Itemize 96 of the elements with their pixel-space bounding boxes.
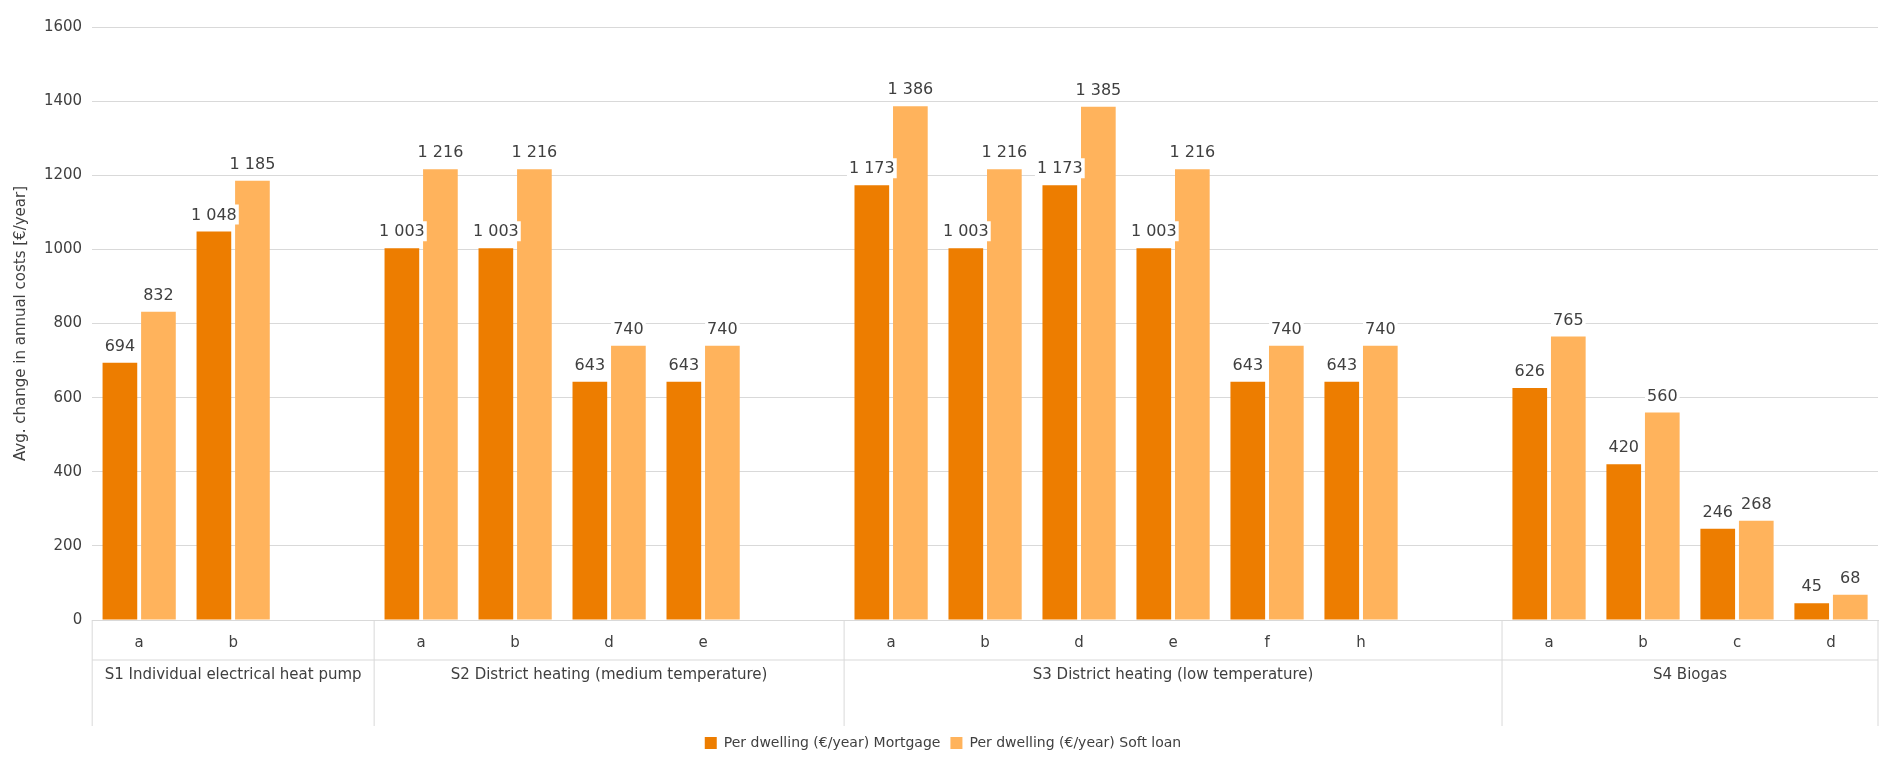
data-label: 765 <box>1553 309 1584 329</box>
bar <box>1042 185 1078 620</box>
bar <box>854 185 890 620</box>
x-tick-label: h <box>1356 632 1366 651</box>
x-tick-label: d <box>604 632 614 651</box>
legend-label: Per dwelling (€/year) Soft loan <box>969 733 1182 750</box>
data-label: 643 <box>668 354 700 374</box>
bar <box>1606 464 1642 620</box>
text: S3 District heating (low temperature) <box>1032 665 1314 684</box>
bar <box>1230 381 1266 620</box>
y-tick-label: 400 <box>53 461 83 480</box>
data-label: 1 385 <box>1075 79 1122 99</box>
x-tick-label: f <box>1264 632 1271 651</box>
y-tick-label: 1000 <box>43 239 83 258</box>
data-label: 832 <box>143 284 174 304</box>
data-label: 740 <box>1271 318 1302 338</box>
data-label: 1 216 <box>511 142 558 162</box>
data-label: 246 <box>1702 501 1734 521</box>
y-tick-label: 600 <box>53 387 83 406</box>
bar <box>987 169 1022 620</box>
bar <box>1324 381 1360 620</box>
y-tick-label: 1600 <box>43 16 83 35</box>
data-label: 1 003 <box>378 221 425 241</box>
data-label: 560 <box>1647 385 1678 405</box>
text: S2 District heating (medium temperature) <box>450 665 768 684</box>
y-tick-label: 200 <box>53 535 83 554</box>
data-label: 1 048 <box>190 204 237 224</box>
x-tick-label: b <box>228 632 238 651</box>
data-label: 1 003 <box>472 221 519 241</box>
x-tick-label: e <box>1168 632 1178 651</box>
data-label: 694 <box>104 335 136 355</box>
legend-label: Per dwelling (€/year) Mortgage <box>723 733 941 750</box>
bar <box>1738 520 1774 620</box>
data-label: 1 003 <box>1130 221 1177 241</box>
data-label: 1 185 <box>229 153 276 173</box>
bar <box>1136 248 1172 620</box>
x-tick-label: e <box>698 632 708 651</box>
x-tick-label: b <box>1638 632 1648 651</box>
y-axis-title: Avg. change in annual costs [€/year] <box>10 185 29 462</box>
bar <box>1794 603 1830 620</box>
bar <box>423 169 458 620</box>
x-tick-label: b <box>980 632 990 651</box>
bar <box>1174 169 1210 620</box>
x-tick-label: d <box>1826 632 1836 651</box>
data-label: 740 <box>1365 318 1396 338</box>
bar <box>893 106 928 620</box>
bar <box>1512 387 1548 620</box>
data-label: 740 <box>613 318 644 338</box>
text: S1 Individual electrical heat pump <box>104 665 362 684</box>
x-tick-label: a <box>134 632 144 651</box>
data-label: 1 216 <box>1169 142 1216 162</box>
data-label: 643 <box>1232 354 1264 374</box>
bar <box>1644 412 1680 620</box>
text: S4 Biogas <box>1653 665 1728 684</box>
bar <box>102 362 138 620</box>
x-tick-label: a <box>1544 632 1554 651</box>
bar <box>705 345 740 620</box>
y-tick-label: 1400 <box>43 91 83 110</box>
data-label: 420 <box>1608 437 1640 457</box>
bar <box>666 381 702 620</box>
bar <box>384 248 420 620</box>
bar <box>948 248 984 620</box>
x-tick-label: a <box>886 632 896 651</box>
bar <box>611 345 646 620</box>
data-label: 68 <box>1840 567 1861 587</box>
data-label: 1 216 <box>981 142 1028 162</box>
data-label: 643 <box>1326 354 1358 374</box>
data-label: 1 216 <box>417 142 464 162</box>
bar <box>517 169 552 620</box>
data-label: 1 173 <box>1036 158 1083 178</box>
bar <box>1362 345 1398 620</box>
data-label: 626 <box>1514 361 1546 381</box>
data-label: 740 <box>707 318 738 338</box>
bar <box>196 231 232 620</box>
bar <box>1268 345 1304 620</box>
bar <box>141 311 176 620</box>
data-label: 268 <box>1741 493 1772 513</box>
bar <box>478 248 514 620</box>
bar <box>1081 106 1116 620</box>
y-tick-label: 800 <box>53 313 83 332</box>
data-label: 643 <box>574 354 606 374</box>
y-tick-label: 1200 <box>43 165 83 184</box>
x-tick-label: b <box>510 632 520 651</box>
y-tick-label: 0 <box>72 609 83 628</box>
x-tick-label: d <box>1074 632 1084 651</box>
x-tick-label: c <box>1732 632 1742 651</box>
bar <box>235 180 270 620</box>
bar <box>1700 528 1736 620</box>
bar <box>1832 594 1868 620</box>
bar <box>1550 336 1586 620</box>
data-label: 1 386 <box>887 79 934 99</box>
data-label: 1 173 <box>848 158 895 178</box>
data-label: 45 <box>1801 576 1822 596</box>
x-tick-label: a <box>416 632 426 651</box>
data-label: 1 003 <box>942 221 989 241</box>
bar <box>572 381 608 620</box>
